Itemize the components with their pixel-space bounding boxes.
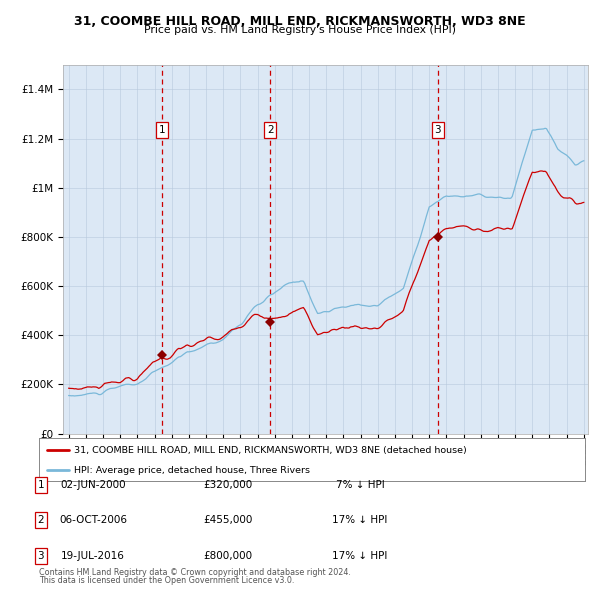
Text: 17% ↓ HPI: 17% ↓ HPI xyxy=(332,551,388,560)
Text: 1: 1 xyxy=(37,480,44,490)
Text: 31, COOMBE HILL ROAD, MILL END, RICKMANSWORTH, WD3 8NE: 31, COOMBE HILL ROAD, MILL END, RICKMANS… xyxy=(74,15,526,28)
Text: 3: 3 xyxy=(434,125,441,135)
Text: 2: 2 xyxy=(37,516,44,525)
Text: 2: 2 xyxy=(267,125,274,135)
Text: 06-OCT-2006: 06-OCT-2006 xyxy=(59,516,127,525)
Text: HPI: Average price, detached house, Three Rivers: HPI: Average price, detached house, Thre… xyxy=(74,466,310,475)
Text: 3: 3 xyxy=(37,551,44,560)
Text: 31, COOMBE HILL ROAD, MILL END, RICKMANSWORTH, WD3 8NE (detached house): 31, COOMBE HILL ROAD, MILL END, RICKMANS… xyxy=(74,446,467,455)
Text: £455,000: £455,000 xyxy=(203,516,253,525)
Text: 7% ↓ HPI: 7% ↓ HPI xyxy=(335,480,385,490)
Text: £320,000: £320,000 xyxy=(203,480,253,490)
Text: 17% ↓ HPI: 17% ↓ HPI xyxy=(332,516,388,525)
Text: This data is licensed under the Open Government Licence v3.0.: This data is licensed under the Open Gov… xyxy=(39,576,295,585)
Text: Contains HM Land Registry data © Crown copyright and database right 2024.: Contains HM Land Registry data © Crown c… xyxy=(39,568,351,577)
Text: Price paid vs. HM Land Registry's House Price Index (HPI): Price paid vs. HM Land Registry's House … xyxy=(144,25,456,35)
Text: 19-JUL-2016: 19-JUL-2016 xyxy=(61,551,125,560)
Text: 02-JUN-2000: 02-JUN-2000 xyxy=(60,480,126,490)
Text: 1: 1 xyxy=(158,125,165,135)
Text: £800,000: £800,000 xyxy=(203,551,253,560)
